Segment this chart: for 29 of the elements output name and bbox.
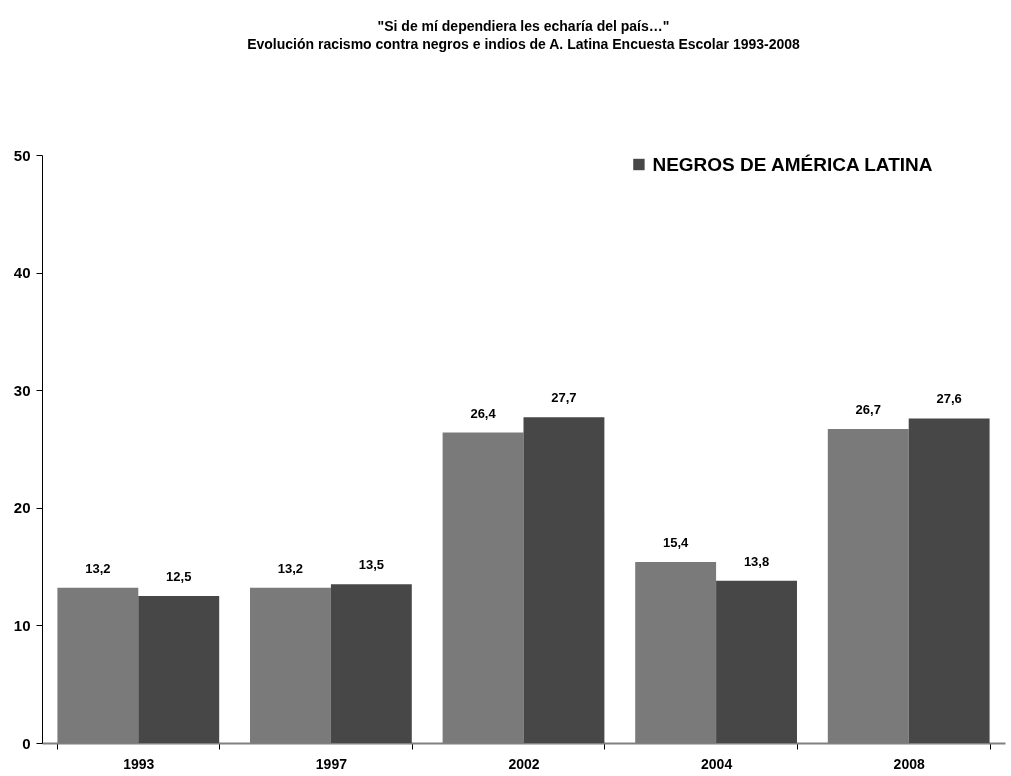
bar: [908, 418, 990, 743]
data-label: 13,5: [358, 557, 384, 573]
data-label: 26,7: [855, 402, 881, 418]
data-label: 13,2: [277, 560, 304, 576]
x-tick-label: 2002: [508, 755, 540, 772]
y-tick-label: 50: [13, 146, 31, 164]
x-tick-label: 1993: [123, 755, 155, 772]
bar: [330, 584, 412, 743]
bar: [138, 596, 220, 743]
bar: [523, 417, 605, 743]
chart-title: "Si de mí dependiera les echaría del país…": [377, 18, 670, 34]
data-label: 12,5: [166, 569, 192, 584]
chart-subtitle: Evolución racismo contra negros e indios de A. Latina Encuesta Escolar 1993-2008: [247, 36, 801, 52]
x-tick-label: 2008: [893, 755, 925, 772]
y-tick-label: 10: [13, 616, 31, 634]
data-label: 15,4: [663, 534, 690, 550]
bar: [716, 580, 797, 743]
y-tick-label: 40: [13, 264, 31, 282]
data-label: 27,7: [551, 390, 577, 406]
data-label: 13,8: [743, 553, 770, 569]
y-tick-label: 0: [22, 734, 31, 752]
data-label: 26,4: [470, 405, 497, 421]
legend-label: NEGROS DE AMÉRICA LATINA: [652, 153, 933, 175]
y-tick-label: 20: [13, 499, 31, 517]
data-label: 13,2: [85, 560, 111, 576]
x-tick-label: 2004: [701, 755, 733, 772]
y-tick-label: 30: [13, 381, 31, 399]
x-tick-label: 1997: [315, 755, 348, 772]
data-label: 27,6: [936, 391, 962, 407]
